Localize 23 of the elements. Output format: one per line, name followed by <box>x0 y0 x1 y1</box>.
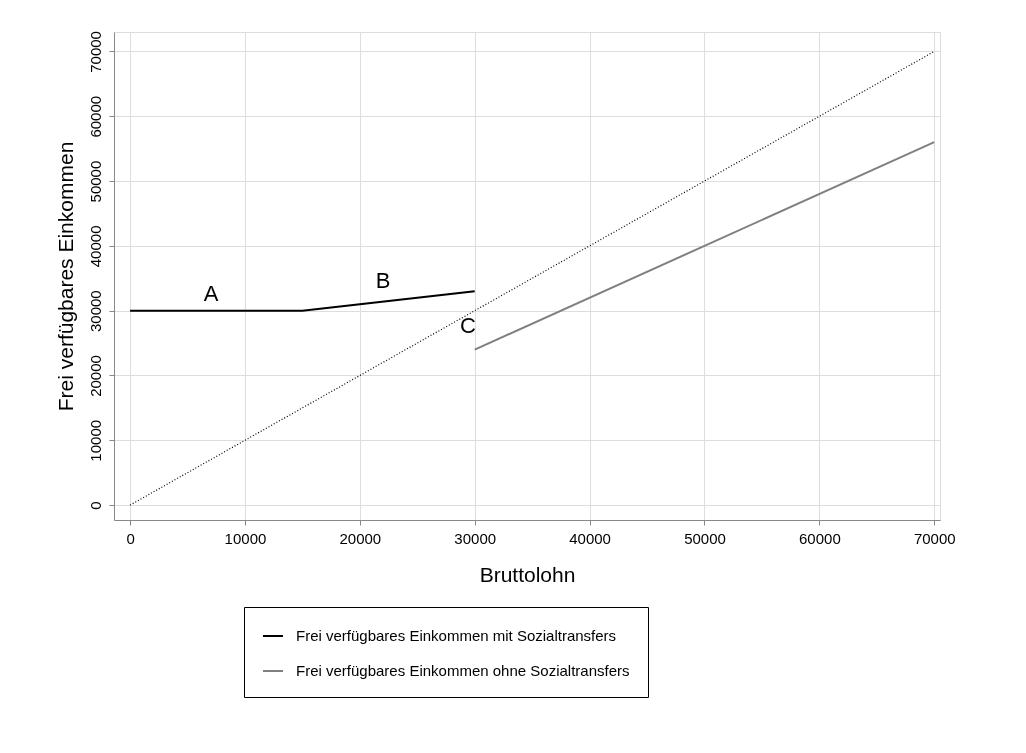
legend-label: Frei verfügbares Einkommen ohne Sozialtransfers <box>296 662 630 679</box>
y-tick-label: 20000 <box>86 355 104 397</box>
x-tick-label: 60000 <box>799 529 841 547</box>
x-tick-label: 0 <box>126 529 135 547</box>
x-tick-label: 50000 <box>684 529 726 547</box>
y-axis-title: Frei verfügbares Einkommen <box>53 141 77 412</box>
y-tick-label: 10000 <box>86 419 104 462</box>
annotation: C <box>460 313 477 338</box>
x-tick-label: 10000 <box>224 529 267 547</box>
y-tick-label: 70000 <box>86 31 104 73</box>
y-tick-label: 0 <box>86 501 104 510</box>
y-tick-label: 40000 <box>86 225 104 268</box>
y-tick-label: 50000 <box>86 160 104 203</box>
y-tick-label: 60000 <box>86 95 104 138</box>
legend-label: Frei verfügbares Einkommen mit Sozialtransfers <box>296 627 617 644</box>
x-tick-label: 40000 <box>569 529 611 547</box>
annotation: A <box>203 281 219 306</box>
x-tick-label: 30000 <box>454 529 497 547</box>
x-tick-label: 70000 <box>913 529 956 547</box>
annotation: B <box>375 268 391 293</box>
x-tick-label: 20000 <box>339 529 382 547</box>
x-axis-title: Bruttolohn <box>479 562 576 586</box>
y-tick-label: 30000 <box>86 290 104 333</box>
